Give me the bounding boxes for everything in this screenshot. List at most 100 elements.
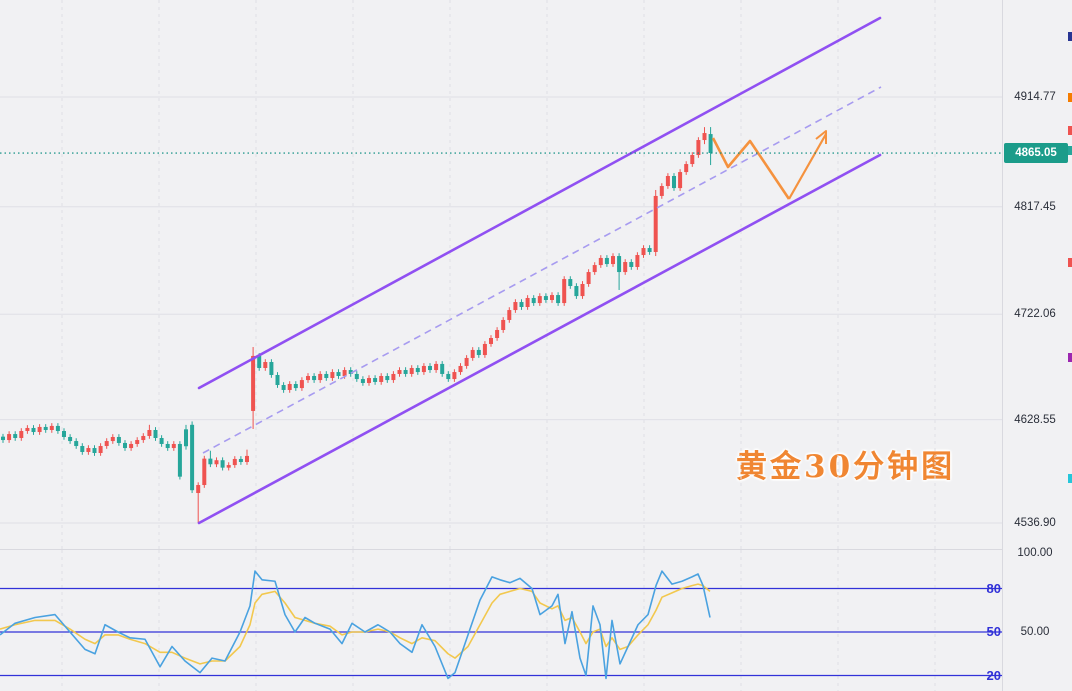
indicator-axis-label: 50.00 xyxy=(1020,626,1050,638)
candle-body xyxy=(629,262,634,267)
price-axis-label: 4722.06 xyxy=(1014,308,1056,321)
candle-body xyxy=(568,279,573,287)
candle-body xyxy=(592,265,597,273)
candle-body xyxy=(68,436,73,442)
candle-body xyxy=(232,458,237,466)
candle-body xyxy=(446,373,451,380)
candle-body xyxy=(409,367,414,374)
price-axis[interactable]: 4865.05 4914.77 4817.45 4722.06 4628.55 4536… xyxy=(1002,0,1072,691)
candle-body xyxy=(507,310,512,320)
candle-body xyxy=(531,297,536,304)
indicator-panel[interactable]: 80 50 20 xyxy=(0,549,1002,691)
candlestick-chart-canvas[interactable] xyxy=(0,0,1002,549)
candle-body xyxy=(165,443,170,449)
candle-body xyxy=(1,436,5,441)
candle-body xyxy=(153,429,158,439)
candle-body xyxy=(269,362,274,375)
candle-body xyxy=(354,373,359,380)
candle-body xyxy=(245,455,249,463)
channel-lower-trendline[interactable] xyxy=(197,153,882,525)
candle-body xyxy=(379,375,384,382)
candle-body xyxy=(421,365,426,373)
candle-body xyxy=(635,255,640,267)
candle-body xyxy=(665,175,670,187)
candle-body xyxy=(104,441,109,447)
candle-body xyxy=(13,434,18,439)
candle-body xyxy=(80,446,85,452)
indicator-level-label: 20 xyxy=(986,667,1001,683)
candle-body xyxy=(440,363,445,374)
price-level-mark xyxy=(1068,474,1072,483)
candle-body xyxy=(373,378,378,382)
main-chart-panel[interactable]: 黄金30分钟图 xyxy=(0,0,1002,549)
oscillator-canvas[interactable] xyxy=(0,550,1002,691)
candle-body xyxy=(98,446,103,453)
candle-body xyxy=(385,375,390,381)
candle-body xyxy=(690,155,695,165)
price-level-mark xyxy=(1068,32,1072,41)
candle-body xyxy=(116,436,121,443)
price-axis-label: 4628.55 xyxy=(1014,413,1056,426)
candle-body xyxy=(415,367,420,373)
candle-body xyxy=(653,195,658,252)
candle-body xyxy=(452,372,457,380)
candle-body xyxy=(129,443,134,449)
candle-body xyxy=(696,140,701,156)
candle-body xyxy=(598,257,603,266)
candle-body xyxy=(580,284,585,297)
projection-arrow-shaft[interactable] xyxy=(788,133,827,200)
candle-body xyxy=(360,379,365,383)
price-level-mark xyxy=(1068,258,1072,267)
candle-body xyxy=(86,448,91,452)
candle-body xyxy=(135,440,140,444)
candle-body xyxy=(293,384,298,389)
candle-body xyxy=(623,262,628,273)
candle-body xyxy=(672,175,676,189)
candle-body xyxy=(31,427,36,433)
projection-arrowhead-icon xyxy=(815,130,827,144)
watermark: 黄金30分钟图 xyxy=(736,449,956,485)
price-axis-label: 4536.90 xyxy=(1014,517,1056,529)
candle-body xyxy=(37,426,42,433)
candle-body xyxy=(251,355,256,411)
candle-body xyxy=(513,302,518,311)
candle-body xyxy=(482,343,487,356)
price-axis-label: 4914.77 xyxy=(1014,91,1056,103)
candle-body xyxy=(226,465,231,468)
candle-body xyxy=(348,370,353,374)
candle-body xyxy=(617,256,622,273)
candle-body xyxy=(49,425,54,430)
price-level-mark xyxy=(1068,353,1072,362)
candle-body xyxy=(159,438,164,444)
candle-body xyxy=(550,295,554,301)
price-axis-label: 4817.45 xyxy=(1014,200,1056,213)
candle-body xyxy=(330,372,335,379)
candle-body xyxy=(7,434,12,441)
candle-body xyxy=(177,443,182,477)
candle-body xyxy=(543,296,548,301)
candle-body xyxy=(110,436,115,442)
indicator-level-label: 50 xyxy=(986,624,1001,639)
candle-body xyxy=(489,338,493,344)
candle-body xyxy=(702,133,707,141)
channel-upper-trendline[interactable] xyxy=(197,16,882,390)
candle-body xyxy=(220,460,225,468)
candle-body xyxy=(611,256,615,265)
channel-midline-dashed[interactable] xyxy=(202,86,882,454)
candle-body xyxy=(281,385,286,390)
candle-body xyxy=(342,370,347,376)
candle-body xyxy=(92,448,97,453)
candle-body xyxy=(574,286,579,297)
candle-body xyxy=(336,372,341,376)
candle-body xyxy=(391,373,396,381)
candle-body xyxy=(123,442,127,449)
candle-body xyxy=(306,375,310,381)
candle-body xyxy=(476,349,481,356)
candle-body xyxy=(659,186,664,196)
candle-body xyxy=(74,441,79,447)
candle-body xyxy=(55,425,60,432)
candle-body xyxy=(519,302,524,307)
projection-zigzag[interactable] xyxy=(711,137,791,200)
candle-body xyxy=(312,375,317,381)
price-level-mark xyxy=(1068,93,1072,102)
